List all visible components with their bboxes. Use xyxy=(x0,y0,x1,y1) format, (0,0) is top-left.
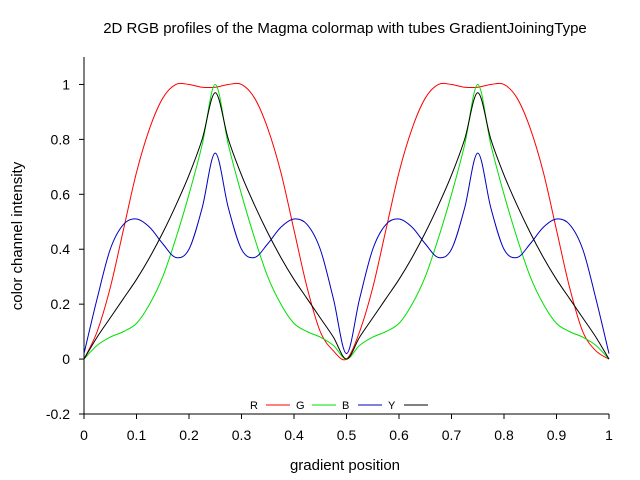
legend-label-g: G xyxy=(296,400,305,412)
series-line-b xyxy=(83,152,610,355)
legend-label-b: B xyxy=(342,400,349,412)
legend-label-r: R xyxy=(250,400,258,412)
chart-title: 2D RGB profiles of the Magma colormap wi… xyxy=(103,20,587,37)
y-tick-label: 0.4 xyxy=(51,241,71,257)
x-tick-label: 0.6 xyxy=(389,427,409,443)
y-tick-label: 0.8 xyxy=(51,131,71,147)
y-tick-label: 0 xyxy=(62,351,70,367)
y-tick-label: 0.2 xyxy=(51,296,71,312)
x-tick-label: 1 xyxy=(605,427,613,443)
x-tick-label: 0.5 xyxy=(337,427,357,443)
x-tick-label: 0.8 xyxy=(494,427,514,443)
series-line-y xyxy=(83,92,610,360)
x-tick-label: 0.9 xyxy=(547,427,567,443)
series-line-r xyxy=(83,82,610,361)
x-tick-label: 0.2 xyxy=(179,427,199,443)
series-line-g xyxy=(83,83,610,360)
x-tick-label: 0.1 xyxy=(127,427,147,443)
series-layer xyxy=(83,82,610,361)
axes: 0 0.1 0.2 0.3 0.4 0.5 0.6 0.7 0.8 0.9 1 -0.2 0 0.2 0.4… xyxy=(46,57,613,443)
x-axis-label: gradient position xyxy=(290,457,400,474)
y-tick-label: -0.2 xyxy=(46,406,70,422)
x-tick-label: 0.7 xyxy=(442,427,462,443)
x-tick-label: 0.3 xyxy=(232,427,252,443)
y-tick-label: 0.6 xyxy=(51,186,71,202)
legend-label-y: Y xyxy=(388,400,396,412)
x-tick-label: 0.4 xyxy=(284,427,304,443)
y-tick-label: 1 xyxy=(62,76,70,92)
x-tick-label: 0 xyxy=(80,427,88,443)
y-axis-label: color channel intensity xyxy=(9,161,26,310)
